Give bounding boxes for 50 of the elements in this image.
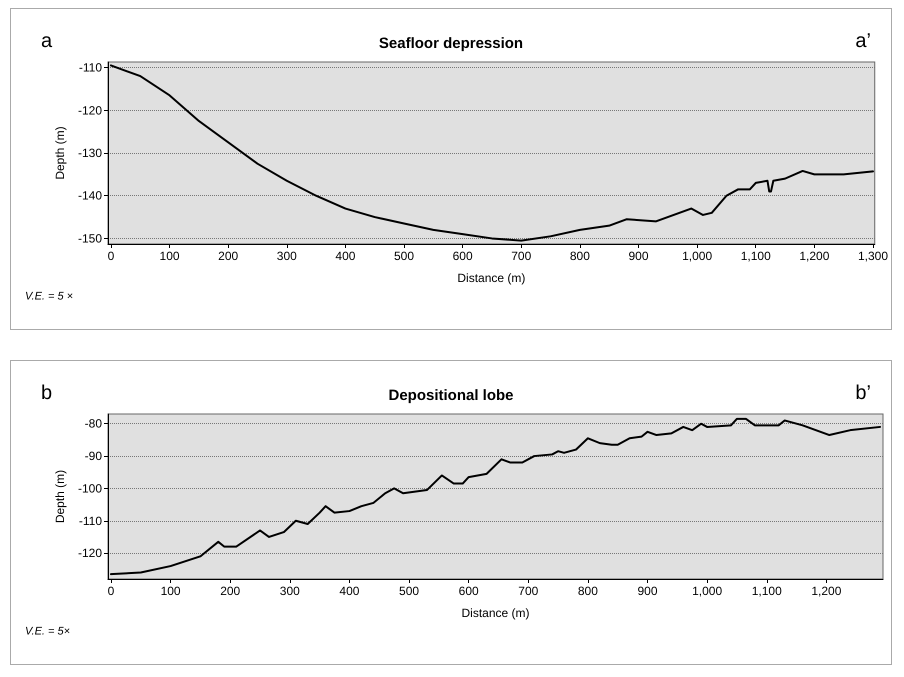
x-tick-label: 900: [628, 249, 649, 263]
text: a’: [855, 30, 872, 52]
text: V.E. = 5×: [25, 626, 70, 638]
x-tick-label: 600: [452, 249, 473, 263]
x-tick-label: 600: [458, 584, 480, 598]
x-tick-label: 1,200: [811, 584, 842, 598]
chart-title: Seafloor depression: [378, 35, 524, 52]
x-tick-label: 1,000: [682, 249, 712, 263]
x-tick-label: 700: [518, 584, 539, 598]
x-tick-label: 100: [160, 584, 181, 598]
y-axis-title: Depth (m): [53, 126, 67, 180]
text: V.E. = 5 ×: [25, 290, 74, 302]
x-tick-label: 400: [335, 249, 356, 263]
chart-title: Depositional lobe: [388, 387, 514, 404]
x-tick-label: 0: [108, 584, 115, 598]
x-tick-label: 800: [578, 584, 598, 598]
x-tick-label: 200: [220, 584, 241, 598]
y-tick-label: -130: [78, 146, 102, 160]
y-tick-label: -90: [84, 449, 102, 464]
y-tick-label: -120: [78, 103, 102, 118]
x-tick-label: 100: [160, 249, 180, 263]
x-tick-label: 1,100: [740, 249, 772, 263]
text: a: [41, 30, 53, 52]
x-tick-label: 400: [339, 584, 360, 598]
y-tick-label: -140: [78, 188, 102, 203]
x-axis-title: Distance (m): [457, 271, 526, 285]
x-tick-label: 300: [280, 584, 300, 598]
x-tick-label: 800: [570, 249, 590, 263]
y-tick-label: -150: [78, 231, 102, 246]
x-tick-label: 700: [511, 249, 532, 263]
x-axis-title: Distance (m): [461, 606, 530, 620]
y-tick-label: -110: [78, 60, 102, 75]
y-tick-label: -120: [78, 546, 102, 560]
x-tick-label: 0: [108, 249, 115, 263]
y-tick-label: -80: [84, 416, 102, 431]
y-tick-label: -110: [78, 514, 102, 528]
x-tick-label: 1,000: [692, 584, 722, 598]
x-tick-label: 1,100: [752, 584, 782, 598]
x-tick-label: 500: [394, 249, 414, 263]
x-tick-label: 200: [218, 249, 238, 263]
x-tick-label: 500: [399, 584, 420, 598]
text: b: [41, 382, 52, 404]
y-axis-title: Depth (m): [53, 470, 67, 524]
x-tick-label: 1,300: [858, 249, 888, 263]
text: b’: [855, 382, 872, 404]
y-tick-label: -100: [78, 481, 102, 496]
x-tick-label: 900: [638, 584, 658, 598]
x-tick-label: 1,200: [799, 249, 830, 263]
x-tick-label: 300: [276, 249, 298, 263]
line-series: [110, 418, 882, 576]
